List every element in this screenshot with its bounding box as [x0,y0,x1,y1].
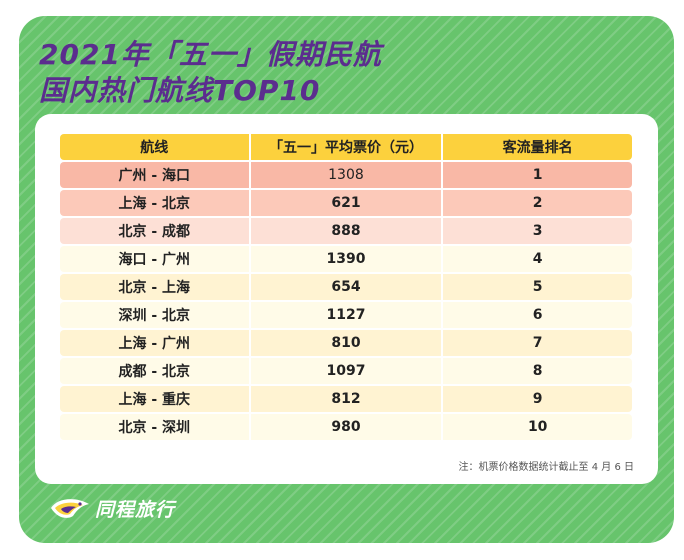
route-cell: 北京 - 成都 [60,218,249,244]
fare-cell: 980 [248,414,442,440]
rank-cell: 8 [441,358,632,384]
rank-cell: 6 [441,302,632,328]
rank-cell: 2 [441,190,632,216]
route-cell: 北京 - 深圳 [60,414,249,440]
fare-cell: 810 [248,330,442,356]
fare-cell: 812 [248,386,442,412]
table-row: 广州 - 海口 1308 1 [60,162,632,188]
table-row: 北京 - 成都 888 3 [60,218,632,244]
fare-cell: 621 [248,190,442,216]
fare-cell: 888 [248,218,442,244]
fare-cell: 1390 [248,246,442,272]
routes-table: 航线 「五一」平均票价（元） 客流量排名 广州 - 海口 1308 1 上海 -… [60,132,632,442]
route-cell: 广州 - 海口 [60,162,249,188]
route-cell: 北京 - 上海 [60,274,249,300]
table-row: 上海 - 广州 810 7 [60,330,632,356]
footnote: 注：机票价格数据统计截止至 4 月 6 日 [458,462,634,473]
table-row: 上海 - 重庆 812 9 [60,386,632,412]
table-row: 北京 - 上海 654 5 [60,274,632,300]
route-cell: 深圳 - 北京 [60,302,249,328]
route-cell: 海口 - 广州 [60,246,249,272]
route-cell: 上海 - 北京 [60,190,249,216]
fare-cell: 654 [248,274,442,300]
route-cell: 上海 - 广州 [60,330,249,356]
rank-cell: 10 [441,414,632,440]
brand-logo: 同程旅行 [49,493,175,523]
rank-cell: 3 [441,218,632,244]
table-row: 北京 - 深圳 980 10 [60,414,632,440]
table-row: 深圳 - 北京 1127 6 [60,302,632,328]
table-row: 上海 - 北京 621 2 [60,190,632,216]
rank-cell: 4 [441,246,632,272]
rank-cell: 5 [441,274,632,300]
rank-cell: 1 [441,162,632,188]
fare-cell: 1097 [248,358,442,384]
tongcheng-bird-logo-icon [51,499,89,518]
header-route: 航线 [60,134,249,160]
rank-cell: 7 [441,330,632,356]
table-panel: 航线 「五一」平均票价（元） 客流量排名 广州 - 海口 1308 1 上海 -… [35,114,658,484]
poster-card: 2021年「五一」假期民航 国内热门航线TOP10 航线 「五一」平均票价（元）… [19,16,674,543]
fare-cell: 1127 [248,302,442,328]
rank-cell: 9 [441,386,632,412]
route-cell: 上海 - 重庆 [60,386,249,412]
brand-name: 同程旅行 [95,498,176,521]
table-header-row: 航线 「五一」平均票价（元） 客流量排名 [60,134,632,160]
table-row: 海口 - 广州 1390 4 [60,246,632,272]
header-rank: 客流量排名 [441,134,632,160]
fare-cell: 1308 [248,162,442,188]
title-line-2: 国内热门航线TOP10 [39,74,321,107]
table-row: 成都 - 北京 1097 8 [60,358,632,384]
route-cell: 成都 - 北京 [60,358,249,384]
header-fare: 「五一」平均票价（元） [248,134,442,160]
title-line-1: 2021年「五一」假期民航 [39,38,382,71]
